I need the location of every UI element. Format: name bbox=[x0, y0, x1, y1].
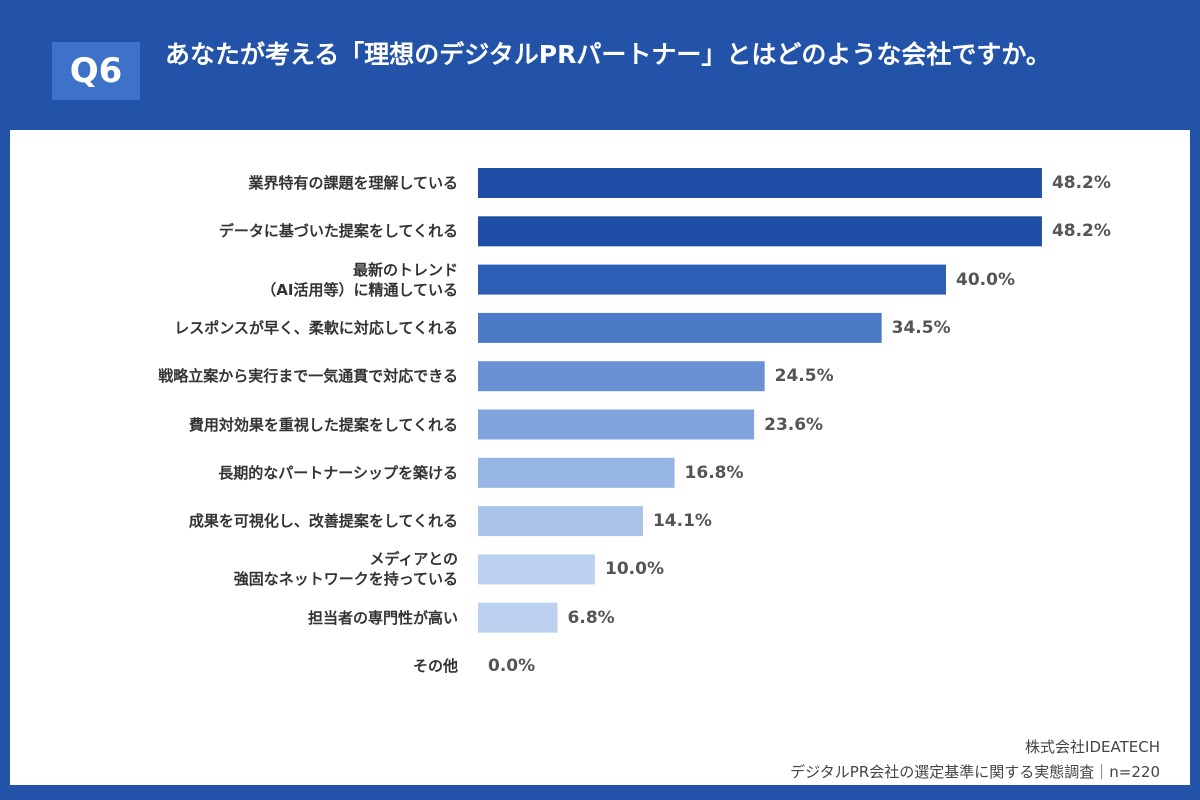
bar bbox=[478, 554, 595, 585]
value-label: 23.6% bbox=[764, 414, 824, 435]
value-label: 14.1% bbox=[652, 511, 712, 532]
bar bbox=[478, 457, 675, 488]
question-badge: Q6 bbox=[52, 42, 140, 100]
bar bbox=[478, 168, 1042, 198]
bar bbox=[478, 216, 1042, 247]
value-label: 16.8% bbox=[684, 462, 744, 483]
bar bbox=[478, 602, 558, 633]
value-label: 6.8% bbox=[567, 607, 615, 628]
category-label: 最新のトレンド （AI活用等）に精通している bbox=[261, 260, 458, 299]
bar bbox=[478, 409, 755, 440]
source: 株式会社IDEATECH bbox=[1025, 738, 1160, 756]
bar bbox=[478, 264, 946, 295]
category-label: 担当者の専門性が高い bbox=[307, 608, 458, 627]
category-label: 費用対効果を重視した提案をしてくれる bbox=[188, 415, 458, 434]
category-label: 成果を可視化し、改善提案をしてくれる bbox=[188, 512, 458, 531]
category-label: 長期的なパートナーシップを築ける bbox=[218, 463, 458, 482]
value-label: 40.0% bbox=[956, 269, 1015, 290]
category-label: レスポンスが早く、柔軟に対応してくれる bbox=[174, 318, 458, 337]
category-label: 業界特有の課題を理解している bbox=[248, 174, 458, 192]
bar bbox=[478, 361, 765, 392]
category-label: データに基づいた提案をしてくれる bbox=[218, 222, 458, 241]
value-label: 48.2% bbox=[1051, 221, 1111, 242]
bar bbox=[478, 312, 882, 343]
value-label: 10.0% bbox=[605, 559, 664, 580]
source: デジタルPR会社の選定基準に関する実態調査｜n=220 bbox=[790, 763, 1160, 781]
chart-title: あなたが考える「理想のデジタルPRパートナー」とはどのような会社ですか。 bbox=[165, 40, 1051, 69]
category-label: メディアとの 強固なネットワークを持っている bbox=[233, 550, 458, 589]
value-label: 0.0% bbox=[488, 656, 536, 676]
bar bbox=[478, 506, 643, 537]
value-label: 24.5% bbox=[774, 366, 834, 387]
category-label: その他 bbox=[412, 657, 458, 675]
value-label: 34.5% bbox=[891, 317, 951, 338]
value-label: 48.2% bbox=[1051, 173, 1111, 193]
category-label: 戦略立案から実行まで一気通貫で対応できる bbox=[158, 367, 458, 386]
